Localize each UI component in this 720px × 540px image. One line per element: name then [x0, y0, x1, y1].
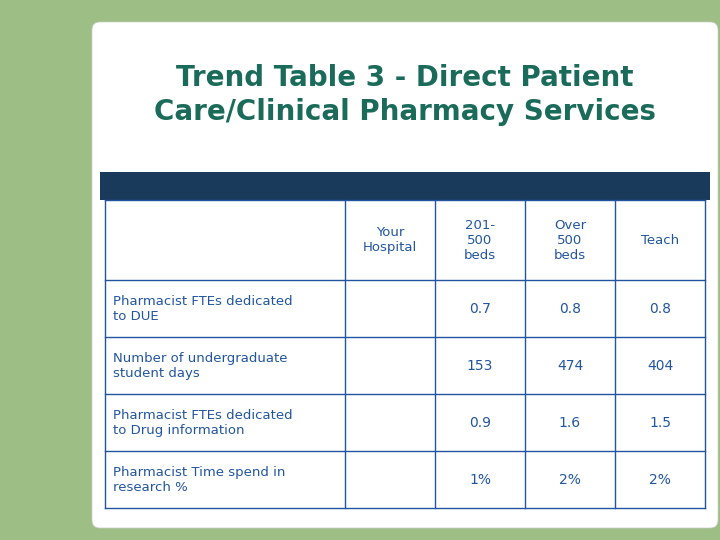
FancyBboxPatch shape: [92, 22, 718, 528]
Text: 1%: 1%: [469, 472, 491, 487]
Text: 1.6: 1.6: [559, 416, 581, 429]
Text: 201-
500
beds: 201- 500 beds: [464, 219, 496, 261]
Text: Your
Hospital: Your Hospital: [363, 226, 417, 254]
Text: Over
500
beds: Over 500 beds: [554, 219, 586, 261]
Text: 0.7: 0.7: [469, 301, 491, 315]
Text: Trend Table 3 - Direct Patient: Trend Table 3 - Direct Patient: [176, 64, 634, 92]
Text: 0.8: 0.8: [559, 301, 581, 315]
Text: 153: 153: [467, 359, 493, 373]
Text: 2%: 2%: [649, 472, 671, 487]
Text: Pharmacist FTEs dedicated
to DUE: Pharmacist FTEs dedicated to DUE: [113, 295, 292, 322]
Text: 1.5: 1.5: [649, 416, 671, 429]
Text: Number of undergraduate
student days: Number of undergraduate student days: [113, 352, 287, 380]
Text: Teach: Teach: [641, 233, 679, 247]
Text: 2%: 2%: [559, 472, 581, 487]
Text: Pharmacist Time spend in
research %: Pharmacist Time spend in research %: [113, 465, 285, 494]
Text: 404: 404: [647, 359, 673, 373]
Text: 0.9: 0.9: [469, 416, 491, 429]
Text: 0.8: 0.8: [649, 301, 671, 315]
Text: Pharmacist FTEs dedicated
to Drug information: Pharmacist FTEs dedicated to Drug inform…: [113, 409, 292, 436]
Text: 474: 474: [557, 359, 583, 373]
Bar: [100, 172, 710, 200]
Text: Care/Clinical Pharmacy Services: Care/Clinical Pharmacy Services: [154, 98, 656, 126]
